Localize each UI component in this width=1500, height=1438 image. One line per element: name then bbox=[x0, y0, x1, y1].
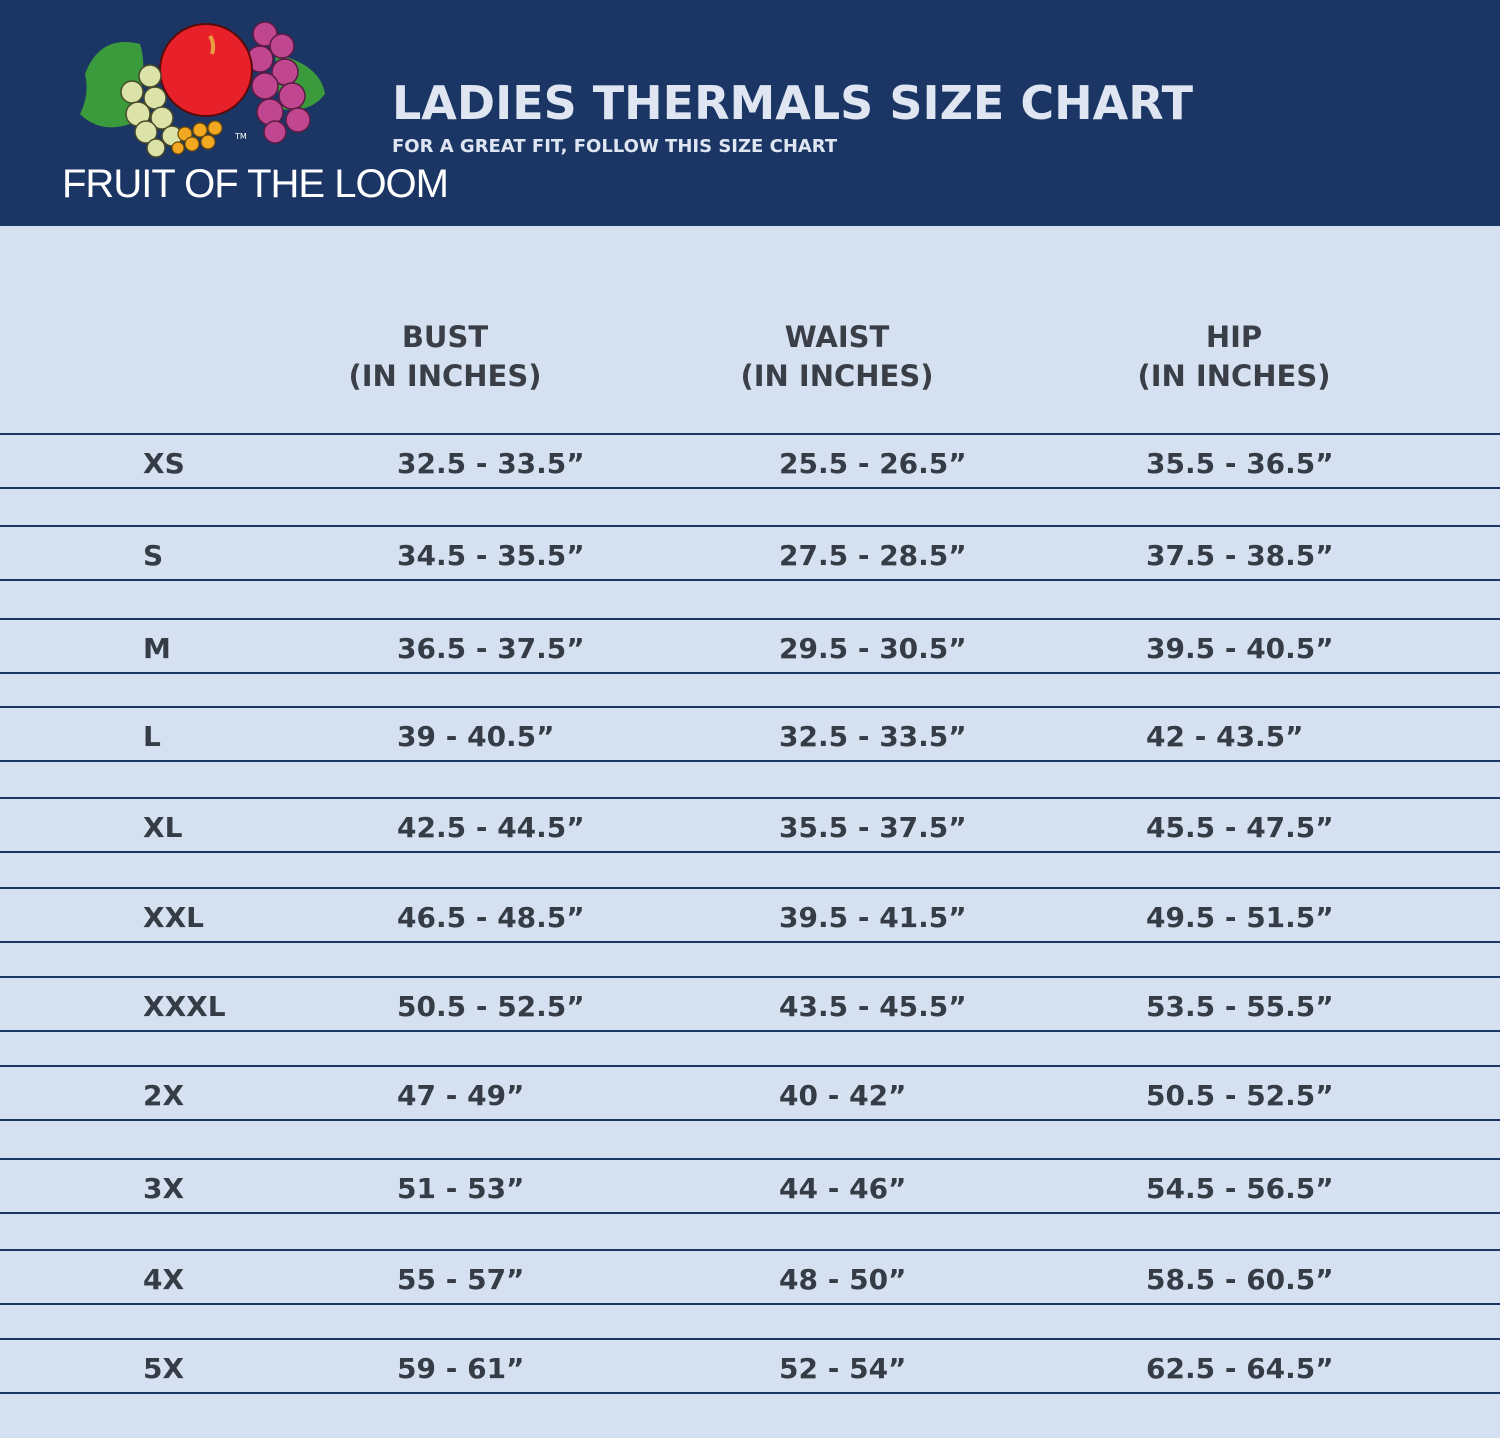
waist-cell: 40 - 42” bbox=[779, 1079, 907, 1112]
table-row: L 39 - 40.5” 32.5 - 33.5” 42 - 43.5” bbox=[0, 706, 1500, 762]
table-row: 3X 51 - 53” 44 - 46” 54.5 - 56.5” bbox=[0, 1158, 1500, 1214]
table-row: 4X 55 - 57” 48 - 50” 58.5 - 60.5” bbox=[0, 1249, 1500, 1305]
waist-cell: 27.5 - 28.5” bbox=[779, 539, 967, 572]
bust-cell: 34.5 - 35.5” bbox=[397, 539, 585, 572]
column-header-hip: HIP (IN INCHES) bbox=[1054, 318, 1414, 396]
column-header-unit: (IN INCHES) bbox=[348, 359, 542, 393]
size-cell: 5X bbox=[143, 1352, 185, 1385]
bust-cell: 47 - 49” bbox=[397, 1079, 525, 1112]
size-cell: 2X bbox=[143, 1079, 185, 1112]
page-subtitle: FOR A GREAT FIT, FOLLOW THIS SIZE CHART bbox=[392, 136, 838, 157]
bust-cell: 55 - 57” bbox=[397, 1263, 525, 1296]
bust-cell: 51 - 53” bbox=[397, 1172, 525, 1205]
hip-cell: 37.5 - 38.5” bbox=[1146, 539, 1334, 572]
hip-cell: 45.5 - 47.5” bbox=[1146, 811, 1334, 844]
column-header-label: BUST bbox=[401, 320, 489, 354]
header-banner: TM FRUIT OF THE LOOM LADIES THERMALS SIZ… bbox=[0, 0, 1500, 226]
hip-cell: 53.5 - 55.5” bbox=[1146, 990, 1334, 1023]
waist-cell: 32.5 - 33.5” bbox=[779, 720, 967, 753]
table-row: XS 32.5 - 33.5” 25.5 - 26.5” 35.5 - 36.5” bbox=[0, 433, 1500, 489]
table-row: 5X 59 - 61” 52 - 54” 62.5 - 64.5” bbox=[0, 1338, 1500, 1394]
table-row: 2X 47 - 49” 40 - 42” 50.5 - 52.5” bbox=[0, 1065, 1500, 1121]
size-cell: XL bbox=[143, 811, 183, 844]
page-title: LADIES THERMALS SIZE CHART bbox=[392, 76, 1193, 130]
size-cell: S bbox=[143, 539, 164, 572]
svg-text:TM: TM bbox=[234, 132, 247, 141]
hip-cell: 42 - 43.5” bbox=[1146, 720, 1304, 753]
waist-cell: 48 - 50” bbox=[779, 1263, 907, 1296]
waist-cell: 43.5 - 45.5” bbox=[779, 990, 967, 1023]
fruit-logo-icon: TM bbox=[80, 21, 325, 158]
hip-cell: 58.5 - 60.5” bbox=[1146, 1263, 1334, 1296]
bust-cell: 36.5 - 37.5” bbox=[397, 632, 585, 665]
bust-cell: 46.5 - 48.5” bbox=[397, 901, 585, 934]
bust-cell: 59 - 61” bbox=[397, 1352, 525, 1385]
hip-cell: 50.5 - 52.5” bbox=[1146, 1079, 1334, 1112]
bust-cell: 32.5 - 33.5” bbox=[397, 447, 585, 480]
table-row: S 34.5 - 35.5” 27.5 - 28.5” 37.5 - 38.5” bbox=[0, 525, 1500, 581]
table-row: XL 42.5 - 44.5” 35.5 - 37.5” 45.5 - 47.5” bbox=[0, 797, 1500, 853]
column-header-unit: (IN INCHES) bbox=[1137, 359, 1331, 393]
waist-cell: 39.5 - 41.5” bbox=[779, 901, 967, 934]
size-cell: M bbox=[143, 632, 171, 665]
size-cell: XS bbox=[143, 447, 185, 480]
waist-cell: 25.5 - 26.5” bbox=[779, 447, 967, 480]
waist-cell: 52 - 54” bbox=[779, 1352, 907, 1385]
bust-cell: 39 - 40.5” bbox=[397, 720, 555, 753]
size-cell: XXXL bbox=[143, 990, 226, 1023]
hip-cell: 39.5 - 40.5” bbox=[1146, 632, 1334, 665]
waist-cell: 29.5 - 30.5” bbox=[779, 632, 967, 665]
column-header-label: WAIST bbox=[784, 320, 890, 354]
brand-wordmark: FRUIT OF THE LOOM bbox=[62, 162, 449, 206]
size-cell: XXL bbox=[143, 901, 205, 934]
size-cell: L bbox=[143, 720, 161, 753]
hip-cell: 49.5 - 51.5” bbox=[1146, 901, 1334, 934]
size-cell: 4X bbox=[143, 1263, 185, 1296]
waist-cell: 35.5 - 37.5” bbox=[779, 811, 967, 844]
column-header-waist: WAIST (IN INCHES) bbox=[657, 318, 1017, 396]
size-cell: 3X bbox=[143, 1172, 185, 1205]
column-header-label: HIP bbox=[1205, 320, 1263, 354]
table-row: XXL 46.5 - 48.5” 39.5 - 41.5” 49.5 - 51.5” bbox=[0, 887, 1500, 943]
table-row: XXXL 50.5 - 52.5” 43.5 - 45.5” 53.5 - 55.5” bbox=[0, 976, 1500, 1032]
waist-cell: 44 - 46” bbox=[779, 1172, 907, 1205]
column-header-bust: BUST (IN INCHES) bbox=[265, 318, 625, 396]
column-header-unit: (IN INCHES) bbox=[740, 359, 934, 393]
hip-cell: 62.5 - 64.5” bbox=[1146, 1352, 1334, 1385]
bust-cell: 50.5 - 52.5” bbox=[397, 990, 585, 1023]
bust-cell: 42.5 - 44.5” bbox=[397, 811, 585, 844]
hip-cell: 35.5 - 36.5” bbox=[1146, 447, 1334, 480]
table-row: M 36.5 - 37.5” 29.5 - 30.5” 39.5 - 40.5” bbox=[0, 618, 1500, 674]
hip-cell: 54.5 - 56.5” bbox=[1146, 1172, 1334, 1205]
